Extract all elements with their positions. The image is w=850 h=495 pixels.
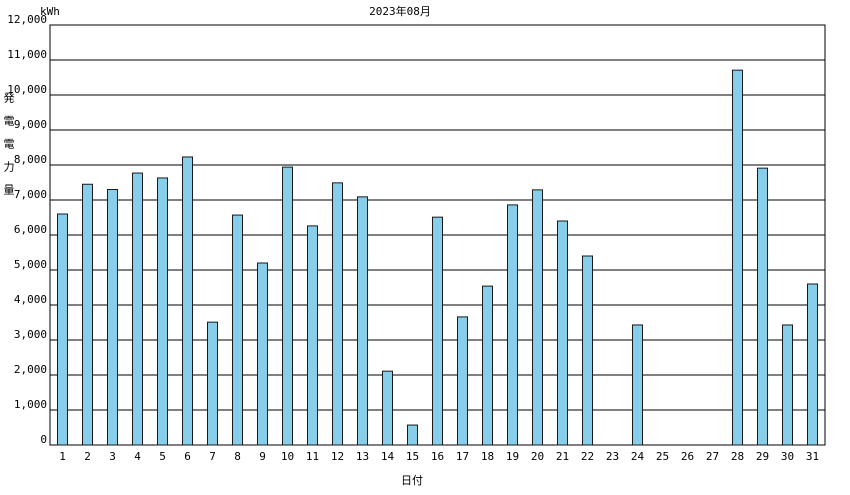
x-tick-label: 11 bbox=[306, 450, 319, 463]
bar bbox=[557, 220, 568, 446]
x-tick-label: 1 bbox=[59, 450, 66, 463]
x-tick-label: 3 bbox=[109, 450, 116, 463]
bar bbox=[532, 189, 543, 446]
bar bbox=[382, 370, 393, 446]
x-tick-label: 8 bbox=[234, 450, 241, 463]
x-tick-label: 17 bbox=[456, 450, 469, 463]
x-tick-label: 31 bbox=[806, 450, 819, 463]
x-tick-label: 13 bbox=[356, 450, 369, 463]
x-tick-label: 15 bbox=[406, 450, 419, 463]
bar bbox=[507, 204, 518, 446]
y-tick-label: 4,000 bbox=[14, 293, 47, 306]
bar bbox=[282, 166, 293, 446]
x-tick-label: 7 bbox=[209, 450, 216, 463]
bar bbox=[132, 172, 143, 446]
bar bbox=[582, 255, 593, 446]
bar bbox=[257, 262, 268, 446]
x-tick-label: 18 bbox=[481, 450, 494, 463]
bar bbox=[432, 216, 443, 446]
x-tick-label: 10 bbox=[281, 450, 294, 463]
bar bbox=[732, 69, 743, 446]
bar bbox=[207, 321, 218, 446]
bar bbox=[307, 225, 318, 446]
y-tick-label: 12,000 bbox=[7, 13, 47, 26]
x-tick-label: 24 bbox=[631, 450, 645, 463]
y-tick-label: 6,000 bbox=[14, 223, 47, 236]
bar bbox=[407, 424, 418, 446]
bar bbox=[757, 167, 768, 446]
y-tick-label: 7,000 bbox=[14, 188, 47, 201]
y-tick-label: 3,000 bbox=[14, 328, 47, 341]
x-tick-label: 5 bbox=[159, 450, 166, 463]
x-tick-label: 26 bbox=[681, 450, 694, 463]
x-tick-label: 30 bbox=[781, 450, 794, 463]
bar bbox=[232, 214, 243, 446]
bar bbox=[807, 283, 818, 446]
y-tick-label: 8,000 bbox=[14, 153, 47, 166]
x-tick-label: 21 bbox=[556, 450, 569, 463]
y-tick-label: 5,000 bbox=[14, 258, 47, 271]
x-axis-title: 日付 bbox=[401, 474, 423, 487]
x-tick-label: 14 bbox=[381, 450, 395, 463]
y-tick-label: 9,000 bbox=[14, 118, 47, 131]
bar bbox=[107, 189, 118, 446]
x-tick-label: 20 bbox=[531, 450, 544, 463]
y-tick-label: 0 bbox=[40, 433, 47, 446]
bar bbox=[157, 177, 168, 446]
x-tick-label: 9 bbox=[259, 450, 266, 463]
bar bbox=[457, 316, 468, 446]
x-tick-label: 12 bbox=[331, 450, 344, 463]
x-tick-label: 19 bbox=[506, 450, 519, 463]
unit-label: kWh bbox=[40, 5, 60, 18]
bar bbox=[782, 324, 793, 446]
y-tick-label: 2,000 bbox=[14, 363, 47, 376]
bar bbox=[357, 196, 368, 446]
bar bbox=[632, 324, 643, 446]
bar bbox=[57, 213, 68, 446]
x-tick-label: 2 bbox=[84, 450, 91, 463]
y-tick-label: 1,000 bbox=[14, 398, 47, 411]
bar bbox=[182, 156, 193, 446]
x-tick-label: 23 bbox=[606, 450, 619, 463]
x-tick-label: 29 bbox=[756, 450, 769, 463]
y-tick-label: 10,000 bbox=[7, 83, 47, 96]
bar bbox=[332, 182, 343, 446]
x-tick-label: 25 bbox=[656, 450, 669, 463]
x-tick-label: 22 bbox=[581, 450, 594, 463]
bar bbox=[482, 285, 493, 446]
x-tick-label: 28 bbox=[731, 450, 744, 463]
x-tick-label: 4 bbox=[134, 450, 141, 463]
x-tick-label: 6 bbox=[184, 450, 191, 463]
y-tick-label: 11,000 bbox=[7, 48, 47, 61]
y-axis-title: 発電電力量 bbox=[2, 91, 15, 207]
chart-title: 2023年08月 bbox=[369, 4, 431, 18]
bar bbox=[82, 183, 93, 446]
x-tick-label: 27 bbox=[706, 450, 719, 463]
x-tick-label: 16 bbox=[431, 450, 444, 463]
